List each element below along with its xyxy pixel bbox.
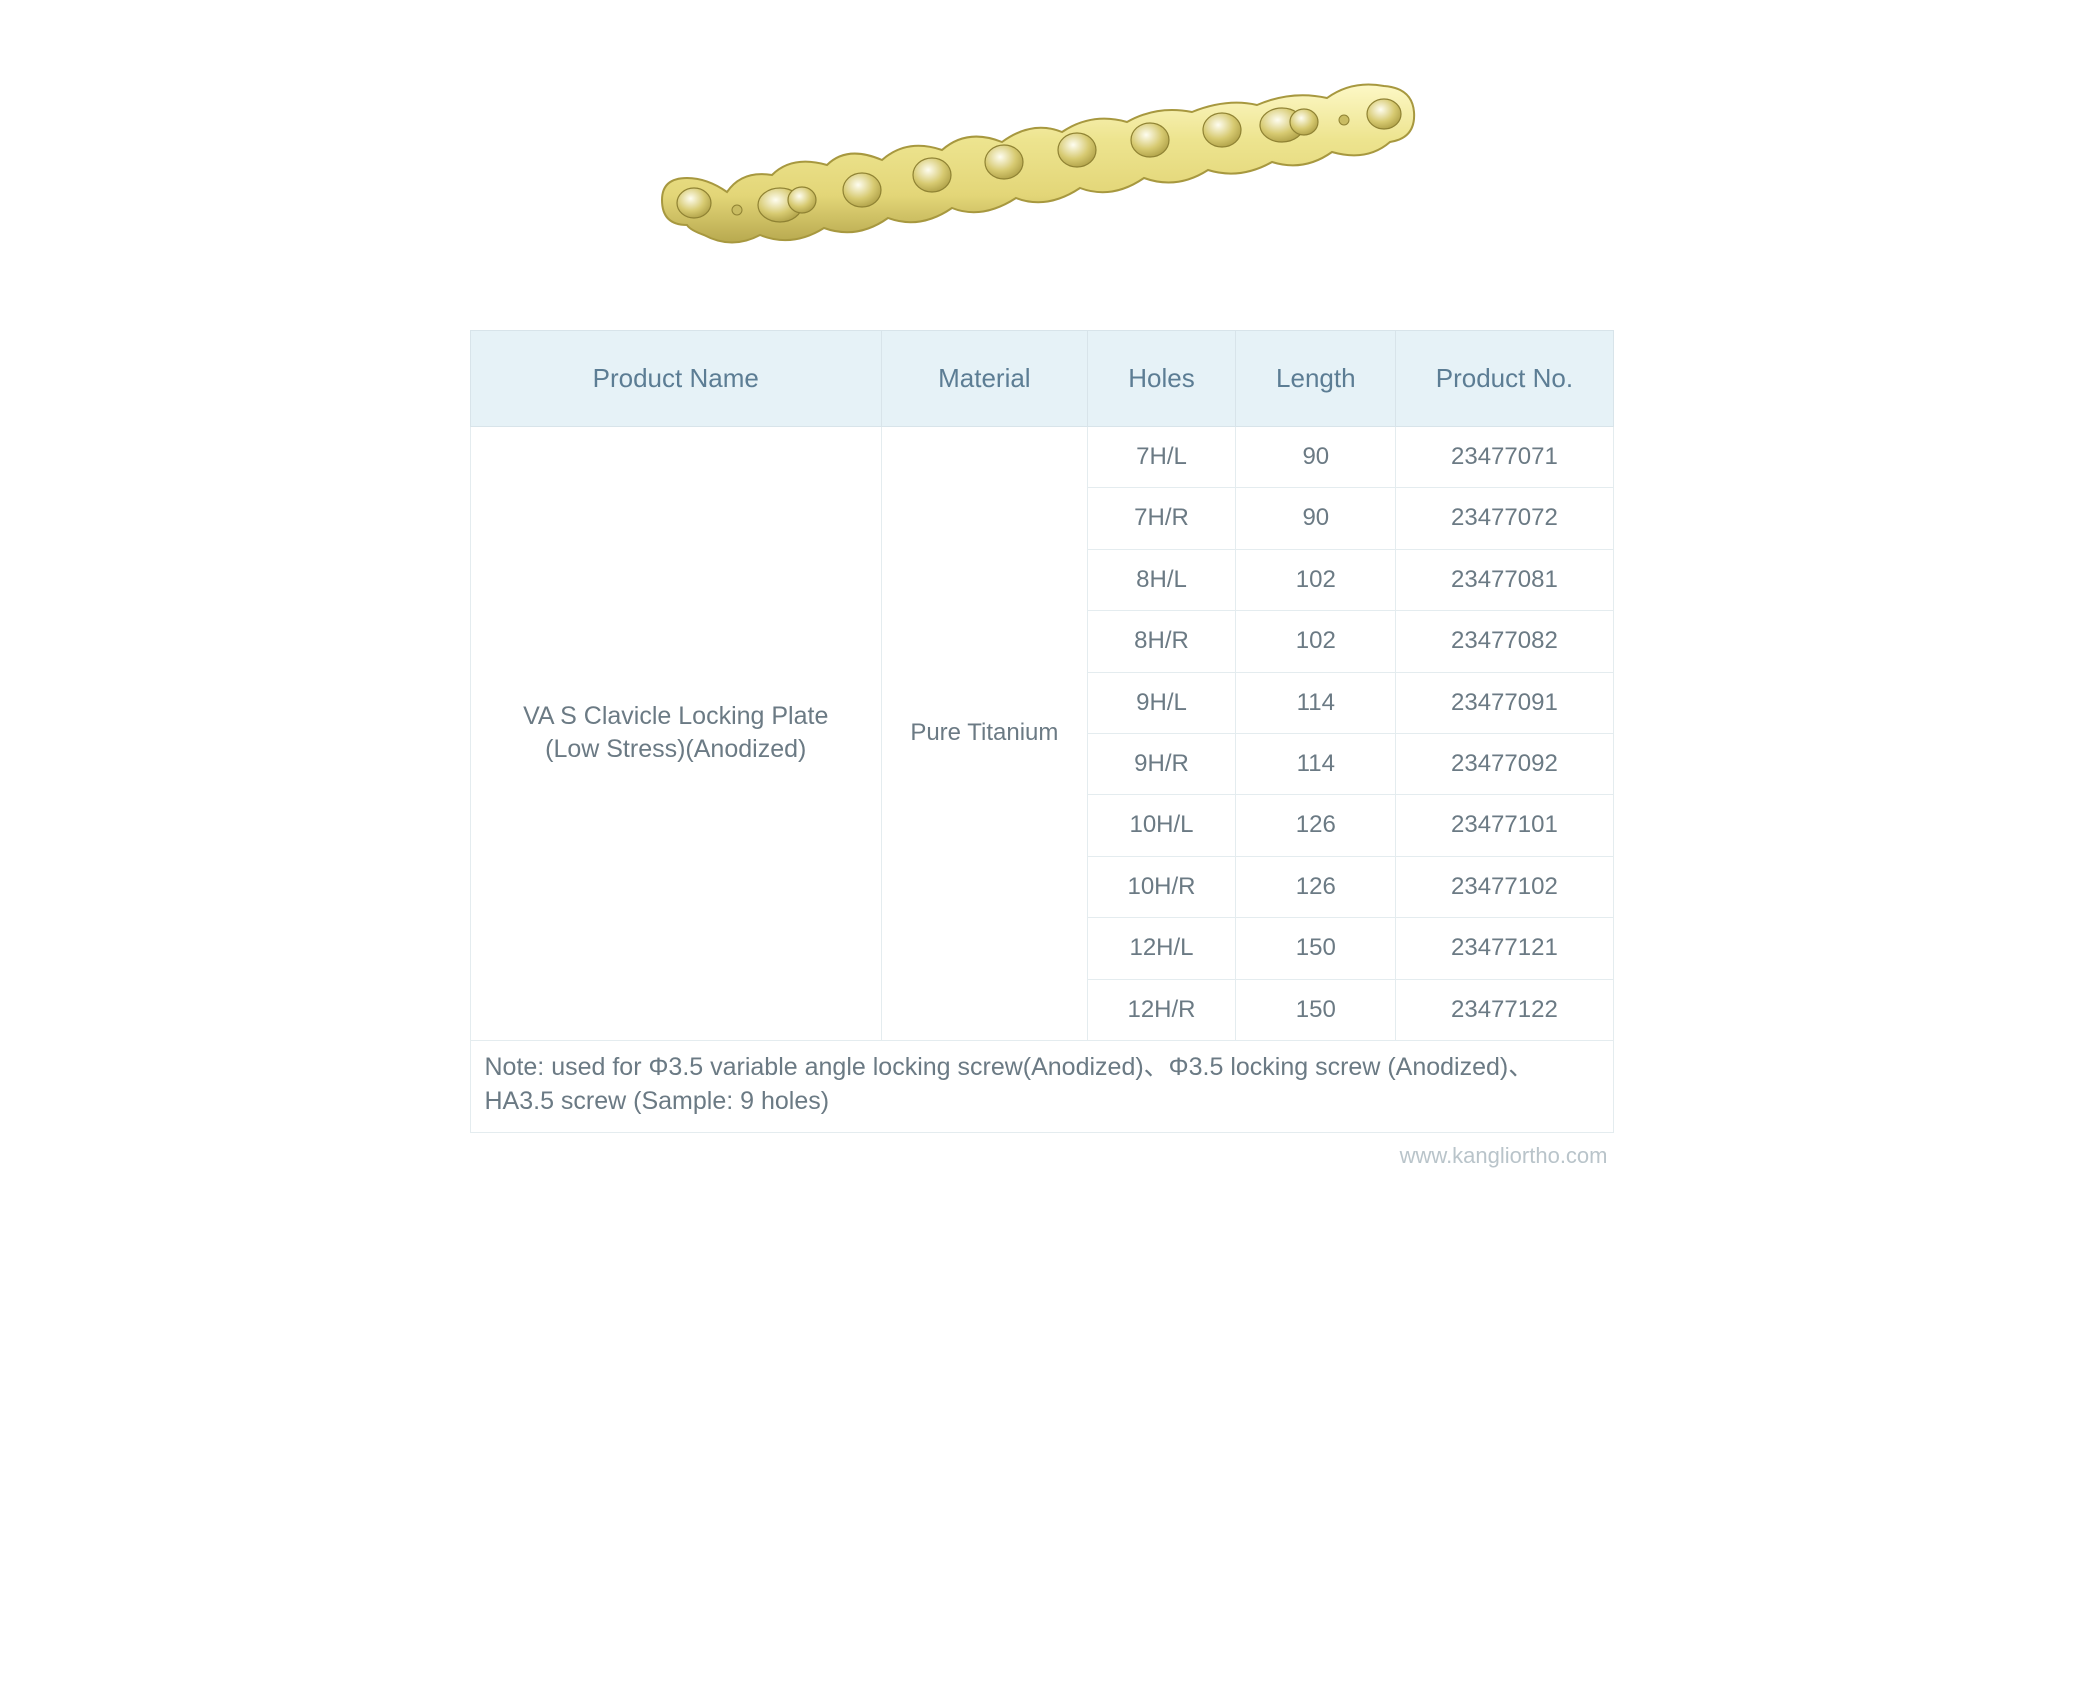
cell-holes: 9H/L (1087, 672, 1236, 733)
cell-holes: 7H/R (1087, 488, 1236, 549)
cell-holes: 7H/L (1087, 427, 1236, 488)
spec-table: Product Name Material Holes Length Produ… (470, 330, 1614, 1133)
cell-productno: 23477102 (1396, 856, 1613, 917)
product-name-line1: VA S Clavicle Locking Plate (523, 702, 828, 730)
cell-productno: 23477121 (1396, 918, 1613, 979)
cell-holes: 9H/R (1087, 733, 1236, 794)
cell-holes: 12H/R (1087, 979, 1236, 1040)
footer-url: www.kangliortho.com (470, 1133, 1614, 1169)
col-holes: Holes (1087, 331, 1236, 427)
cell-productno: 23477122 (1396, 979, 1613, 1040)
cell-productno: 23477091 (1396, 672, 1613, 733)
table-row: VA S Clavicle Locking Plate (Low Stress)… (470, 427, 1613, 488)
cell-holes: 12H/L (1087, 918, 1236, 979)
cell-holes: 10H/R (1087, 856, 1236, 917)
cell-productno: 23477101 (1396, 795, 1613, 856)
cell-length: 90 (1236, 488, 1396, 549)
col-length: Length (1236, 331, 1396, 427)
cell-length: 102 (1236, 611, 1396, 672)
cell-length: 126 (1236, 856, 1396, 917)
cell-length: 114 (1236, 672, 1396, 733)
cell-length: 150 (1236, 979, 1396, 1040)
product-image (470, 20, 1614, 330)
cell-productno: 23477082 (1396, 611, 1613, 672)
cell-productno: 23477071 (1396, 427, 1613, 488)
cell-productno: 23477081 (1396, 549, 1613, 610)
cell-length: 150 (1236, 918, 1396, 979)
table-header-row: Product Name Material Holes Length Produ… (470, 331, 1613, 427)
cell-holes: 8H/R (1087, 611, 1236, 672)
cell-holes: 8H/L (1087, 549, 1236, 610)
cell-length: 90 (1236, 427, 1396, 488)
col-product-no: Product No. (1396, 331, 1613, 427)
page: Product Name Material Holes Length Produ… (442, 0, 1642, 1199)
cell-holes: 10H/L (1087, 795, 1236, 856)
clavicle-plate-icon (632, 50, 1452, 280)
cell-material: Pure Titanium (881, 427, 1087, 1041)
col-material: Material (881, 331, 1087, 427)
cell-length: 114 (1236, 733, 1396, 794)
cell-length: 102 (1236, 549, 1396, 610)
col-product-name: Product Name (470, 331, 881, 427)
cell-productno: 23477092 (1396, 733, 1613, 794)
cell-length: 126 (1236, 795, 1396, 856)
table-note-row: Note: used for Φ3.5 variable angle locki… (470, 1040, 1613, 1133)
product-name-line2: (Low Stress)(Anodized) (545, 735, 806, 763)
cell-product-name: VA S Clavicle Locking Plate (Low Stress)… (470, 427, 881, 1041)
cell-productno: 23477072 (1396, 488, 1613, 549)
note-text: Note: used for Φ3.5 variable angle locki… (470, 1040, 1613, 1133)
